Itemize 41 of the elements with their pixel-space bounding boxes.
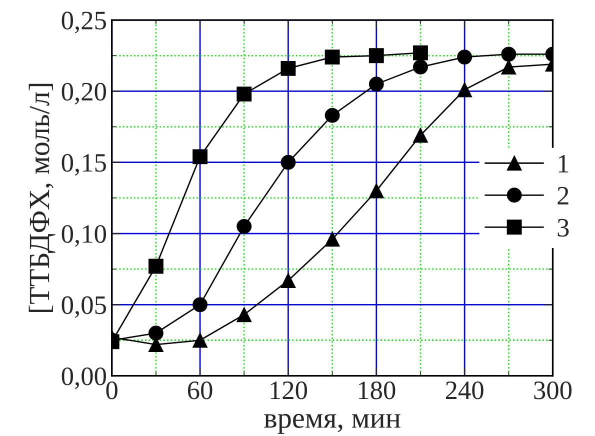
x-tick-label: 120: [270, 381, 308, 400]
legend-label: 3: [558, 218, 569, 237]
point: [501, 60, 516, 74]
point: [368, 183, 384, 198]
point: [280, 273, 296, 288]
legend-label: 1: [558, 154, 568, 172]
point: [192, 297, 208, 312]
point: [501, 46, 516, 62]
point: [413, 45, 428, 60]
point: [457, 50, 472, 65]
legend-label: 2: [558, 186, 568, 204]
point: [280, 60, 296, 76]
y-tick-label: 0,00: [62, 367, 106, 390]
point: [413, 128, 428, 143]
y-tick-label: 0,15: [62, 154, 106, 176]
y-tick-label: 0,10: [62, 225, 106, 247]
point: [368, 76, 384, 92]
x-axis-title: время, мин: [264, 414, 400, 434]
point: [280, 154, 296, 170]
point: [324, 232, 340, 247]
y-axis-title: [ТТБДФХ, моль/л]: [28, 84, 56, 312]
point: [192, 149, 208, 164]
point: [457, 82, 472, 98]
point: [413, 60, 428, 74]
y-tick-label: 0,20: [62, 82, 106, 104]
x-tick-label: 60: [188, 381, 212, 400]
point: [324, 108, 340, 123]
point: [324, 50, 340, 65]
point: [236, 86, 252, 102]
point: [148, 258, 164, 274]
y-tick-label: 0,25: [62, 12, 106, 34]
x-tick-label: 240: [446, 381, 484, 400]
point: [192, 332, 208, 348]
point: [236, 307, 252, 322]
x-tick-label: 300: [534, 381, 572, 400]
point: [368, 48, 384, 64]
point: [236, 218, 252, 234]
x-tick-label: 180: [358, 381, 396, 400]
point: [148, 326, 164, 341]
x-tick-label: 0: [106, 381, 118, 400]
y-tick-label: 0,05: [62, 296, 106, 318]
